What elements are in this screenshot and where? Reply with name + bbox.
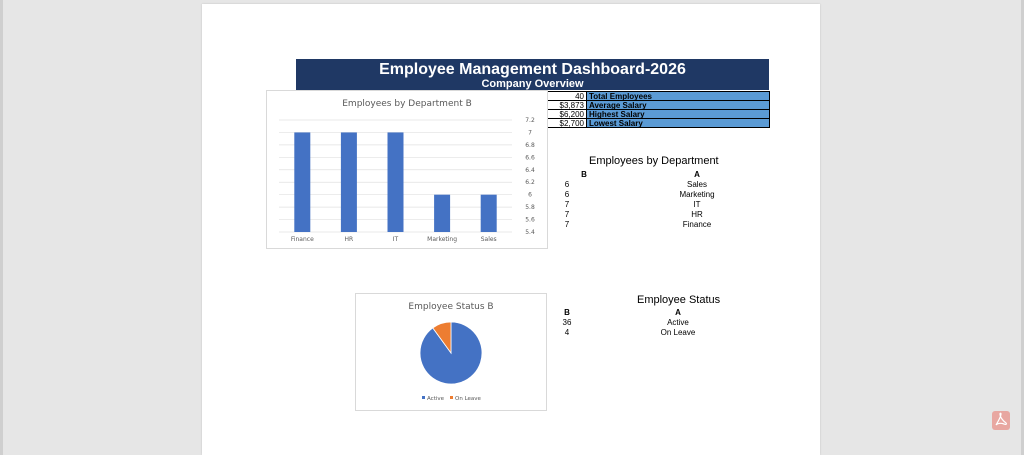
stat-value: $6,200 [547, 109, 587, 119]
stat-row: $2,700 Lowest Salary [547, 118, 770, 128]
stat-label: Average Salary [587, 100, 770, 110]
y-tick-label: 7 [528, 129, 532, 136]
legend-swatch [422, 396, 425, 399]
legend-label: Active [427, 396, 445, 402]
department-count: 6 [564, 180, 570, 189]
department-count: 7 [564, 210, 570, 219]
department-bar-chart: Employees by Department B 7.2 7 6.8 6.6 6.4 6… [266, 90, 548, 249]
status-col-b-header: B [564, 308, 570, 317]
y-tick-label: 5.8 [525, 204, 535, 211]
department-table-title: Employees by Department [589, 155, 719, 167]
stat-row: $6,200 Highest Salary [547, 109, 770, 119]
bar [480, 194, 497, 232]
dashboard-header: Employee Management Dashboard-2026 Compa… [296, 59, 769, 90]
bar [340, 132, 357, 232]
department-name: Marketing [679, 190, 715, 199]
status-count: 36 [562, 318, 572, 327]
stat-value: $3,873 [547, 100, 587, 110]
viewer-left-edge [0, 0, 3, 455]
department-name: Sales [686, 180, 707, 189]
y-tick-label: 6.8 [525, 142, 535, 149]
legend-label: On Leave [455, 396, 482, 402]
bar [434, 194, 451, 232]
y-tick-label: 5.4 [525, 229, 535, 236]
y-tick-label: 6.6 [525, 154, 535, 161]
summary-stats: 40 Total Employees $3,873 Average Salary… [547, 91, 770, 128]
pdf-icon[interactable] [992, 411, 1010, 430]
y-tick-label: 7.2 [525, 117, 535, 124]
stat-label: Highest Salary [587, 109, 770, 119]
bar [387, 132, 404, 232]
bar-chart-svg: 7.2 7 6.8 6.6 6.4 6.2 6 5.8 5.6 5.4 Finance HR IT Mar… [279, 117, 535, 243]
pie-slice [432, 321, 452, 355]
department-count: 7 [564, 200, 570, 209]
y-tick-label: 6 [528, 192, 532, 199]
department-count: 6 [564, 190, 570, 199]
department-name: IT [693, 200, 701, 209]
x-tick-label: Sales [481, 236, 497, 243]
status-name: Active [667, 318, 689, 327]
stat-value: $2,700 [547, 118, 587, 128]
pie-chart-title: Employee Status B [408, 302, 494, 312]
viewer-right-edge [1021, 0, 1024, 455]
legend-swatch [450, 396, 453, 399]
y-tick-label: 6.2 [525, 179, 535, 186]
dashboard-subtitle: Company Overview [481, 78, 584, 90]
department-count: 7 [564, 220, 570, 229]
stat-label: Total Employees [587, 91, 770, 101]
x-tick-label: IT [393, 236, 399, 243]
x-tick-label: Marketing [427, 236, 457, 243]
dashboard-title: Employee Management Dashboard-2026 [379, 61, 686, 78]
bar-chart-title: Employees by Department B [342, 99, 472, 109]
department-col-a-header: A [694, 170, 700, 179]
pie-chart-svg: Active On Leave [419, 321, 483, 402]
stat-row: $3,873 Average Salary [547, 100, 770, 110]
stat-label: Lowest Salary [587, 118, 770, 128]
acrobat-icon [995, 412, 1007, 426]
status-table-title: Employee Status [637, 294, 721, 306]
status-pie-chart: Employee Status B Active On Leave [355, 293, 547, 411]
x-tick-label: Finance [291, 236, 314, 243]
department-name: Finance [682, 220, 712, 229]
y-tick-label: 5.6 [525, 217, 535, 224]
department-table: Employees by Department B A 6 Sales 6 Ma… [557, 155, 757, 235]
status-col-a-header: A [675, 308, 681, 317]
department-col-b-header: B [581, 170, 587, 179]
x-tick-label: HR [345, 236, 354, 243]
stat-row: 40 Total Employees [547, 91, 770, 101]
stat-value: 40 [547, 91, 587, 101]
bar [294, 132, 311, 232]
y-tick-label: 6.4 [525, 167, 535, 174]
status-name: On Leave [660, 328, 696, 337]
status-table: Employee Status B A 36 Active 4 On Leave [557, 294, 757, 344]
document-page: Employee Management Dashboard-2026 Compa… [202, 4, 820, 455]
status-count: 4 [564, 328, 570, 337]
department-name: HR [691, 210, 703, 219]
